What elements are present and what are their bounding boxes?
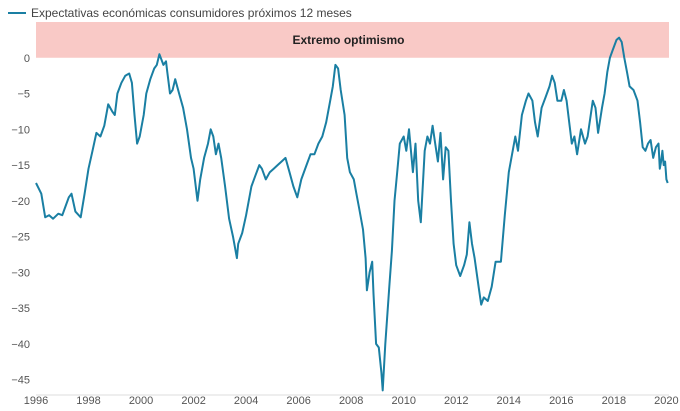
- x-tick-label: 2012: [444, 395, 468, 407]
- x-tick-label: 1998: [76, 395, 100, 407]
- y-tick-label: −5: [17, 89, 30, 101]
- y-tick-label: −20: [11, 196, 30, 208]
- y-tick-label: −30: [11, 267, 30, 279]
- y-tick-label: −10: [11, 124, 30, 136]
- legend-label: Expectativas económicas consumidores pró…: [31, 6, 352, 20]
- x-tick-label: 2002: [181, 395, 205, 407]
- x-tick-label: 2016: [549, 395, 573, 407]
- x-tick-label: 2000: [129, 395, 153, 407]
- x-tick-label: 2018: [602, 395, 626, 407]
- x-axis-ticks: 1996 1998 2000 2002 2004 2006 2008 2010 2012 2014…: [24, 395, 679, 407]
- x-tick-label: 2014: [497, 395, 521, 407]
- series-line: [35, 36, 669, 392]
- x-tick-label: 2008: [339, 395, 363, 407]
- x-tick-label: 2004: [234, 395, 258, 407]
- y-tick-label: −40: [11, 339, 30, 351]
- x-tick-label: 1996: [24, 395, 48, 407]
- x-tick-label: 2020: [654, 395, 678, 407]
- y-tick-label: −15: [11, 160, 30, 172]
- y-tick-label: 0: [24, 53, 30, 65]
- x-tick-label: 2010: [391, 395, 415, 407]
- y-tick-label: −45: [11, 375, 30, 387]
- y-axis-ticks: 0 −5 −10 −15 −20 −25 −30 −35 −40 −45: [11, 53, 30, 387]
- extreme-optimism-band: [36, 22, 669, 58]
- y-tick-label: −35: [11, 303, 30, 315]
- y-tick-label: −25: [11, 232, 30, 244]
- extreme-optimism-label: Extremo optimismo: [292, 33, 404, 47]
- x-tick-label: 2006: [286, 395, 310, 407]
